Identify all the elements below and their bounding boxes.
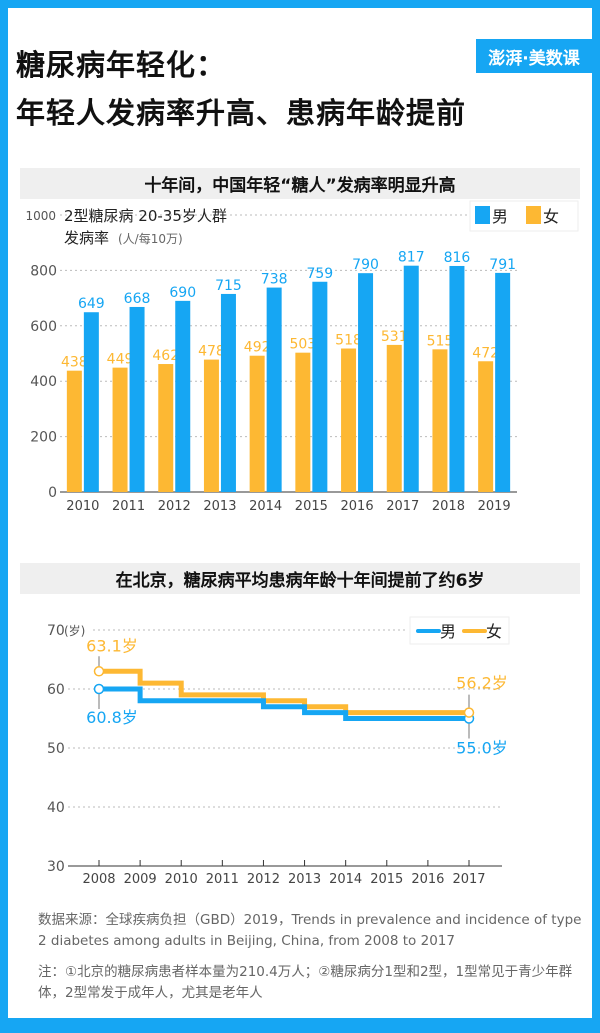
bar-male [266, 287, 282, 492]
bar-female [341, 348, 357, 492]
y-tick-label: 600 [30, 319, 57, 335]
x-tick-label: 2013 [203, 499, 236, 514]
legend-label: 女 [543, 207, 559, 226]
publisher-logo: 澎湃·美数课 [476, 39, 592, 73]
x-tick-label: 2014 [329, 872, 362, 887]
data-label: 518 [335, 333, 362, 349]
y-tick-label: 50 [47, 741, 65, 757]
x-tick-label: 2015 [295, 499, 328, 514]
chart2-section-title: 在北京，糖尿病平均患病年龄十年间提前了约6岁 [20, 563, 580, 594]
y-axis-title: 2型糖尿病 20-35岁人群 [64, 207, 227, 225]
bar-female [249, 355, 265, 492]
legend-label: 男 [492, 207, 508, 226]
start-point-male [93, 683, 105, 695]
bar-male [358, 273, 374, 492]
source-text: 数据来源：全球疾病负担（GBD）2019，Trends in prevalenc… [38, 912, 582, 949]
legend-swatch [475, 206, 490, 224]
start-point-female [93, 666, 105, 677]
x-tick-label: 2017 [452, 872, 485, 887]
y-axis-title-2: 发病率 [64, 229, 109, 247]
data-label: 649 [78, 296, 105, 312]
y-axis-unit: (人/每10万) [118, 231, 183, 246]
data-label: 531 [381, 329, 408, 345]
x-tick-label: 2018 [432, 499, 465, 514]
bar-female [478, 361, 494, 492]
y-tick-label: 30 [47, 859, 65, 875]
bar-male [312, 281, 328, 492]
bar-female [158, 364, 174, 492]
title-line1: 糖尿病年轻化： [16, 48, 227, 82]
x-tick-label: 2012 [158, 499, 191, 514]
end-label-female: 56.2岁 [456, 674, 508, 693]
data-label: 738 [261, 272, 288, 288]
bar-male [449, 265, 465, 492]
step-line-male [99, 686, 469, 721]
x-tick-label: 2008 [82, 872, 115, 887]
bar-male [220, 293, 236, 492]
x-tick-label: 2009 [124, 872, 157, 887]
data-label: 438 [61, 355, 88, 371]
data-label: 515 [427, 333, 454, 349]
x-tick-label: 2014 [249, 499, 282, 514]
y-tick-label: 40 [47, 800, 65, 816]
x-tick-label: 2011 [206, 872, 239, 887]
chart1-section-title: 十年间，中国年轻“糖人”发病率明显升高 [20, 168, 580, 199]
data-label: 492 [244, 340, 271, 356]
title-line2: 年轻人发病率升高、患病年龄提前 [16, 96, 467, 130]
x-tick-label: 2015 [370, 872, 403, 887]
data-label: 791 [489, 257, 516, 273]
bar-male [83, 312, 99, 492]
data-label: 790 [352, 257, 379, 273]
data-label: 817 [398, 250, 425, 266]
y-tick-label: 60 [47, 682, 65, 698]
data-label: 472 [472, 345, 499, 361]
bar-male [175, 300, 191, 492]
data-label: 816 [444, 250, 471, 266]
data-label: 690 [169, 285, 196, 301]
x-tick-label: 2010 [66, 499, 99, 514]
bar-male [495, 272, 511, 492]
end-point-female [463, 707, 475, 718]
bar-male [403, 265, 419, 492]
y-unit-label: (岁) [64, 623, 85, 638]
bar-female [386, 344, 402, 492]
y-tick-label: 200 [30, 430, 57, 446]
x-tick-label: 2019 [478, 499, 511, 514]
legend-label: 女 [486, 622, 502, 641]
start-label-male: 60.8岁 [86, 708, 138, 727]
start-label-female: 63.1岁 [86, 636, 138, 655]
data-label: 503 [289, 337, 316, 353]
data-label: 478 [198, 344, 225, 360]
y-tick-label: 400 [30, 374, 57, 390]
note-text: 注：①北京的糖尿病患者样本量为210.4万人；②糖尿病分1型和2型，1型常见于青… [38, 964, 573, 1001]
x-tick-label: 2013 [288, 872, 321, 887]
x-tick-label: 2011 [112, 499, 145, 514]
data-label: 462 [152, 348, 179, 364]
bar-female [203, 359, 219, 492]
x-tick-label: 2017 [386, 499, 419, 514]
x-tick-label: 2010 [165, 872, 198, 887]
bar-female [66, 370, 82, 492]
data-label: 715 [215, 278, 242, 294]
x-tick-label: 2016 [341, 499, 374, 514]
bar-male [129, 306, 145, 492]
legend-label: 男 [440, 622, 456, 641]
bar-female [295, 352, 311, 492]
data-label: 759 [306, 266, 333, 282]
bar-female [432, 349, 448, 492]
y-tick-label: 1000 [25, 209, 56, 223]
bar-female [112, 367, 128, 492]
data-label: 668 [124, 291, 151, 307]
end-label-male: 55.0岁 [456, 739, 508, 758]
x-tick-label: 2016 [411, 872, 444, 887]
y-tick-label: 0 [48, 485, 57, 501]
y-tick-label: 70 [47, 623, 65, 639]
x-tick-label: 2012 [247, 872, 280, 887]
data-label: 449 [107, 352, 134, 368]
legend-swatch [526, 206, 541, 224]
y-tick-label: 800 [30, 263, 57, 279]
